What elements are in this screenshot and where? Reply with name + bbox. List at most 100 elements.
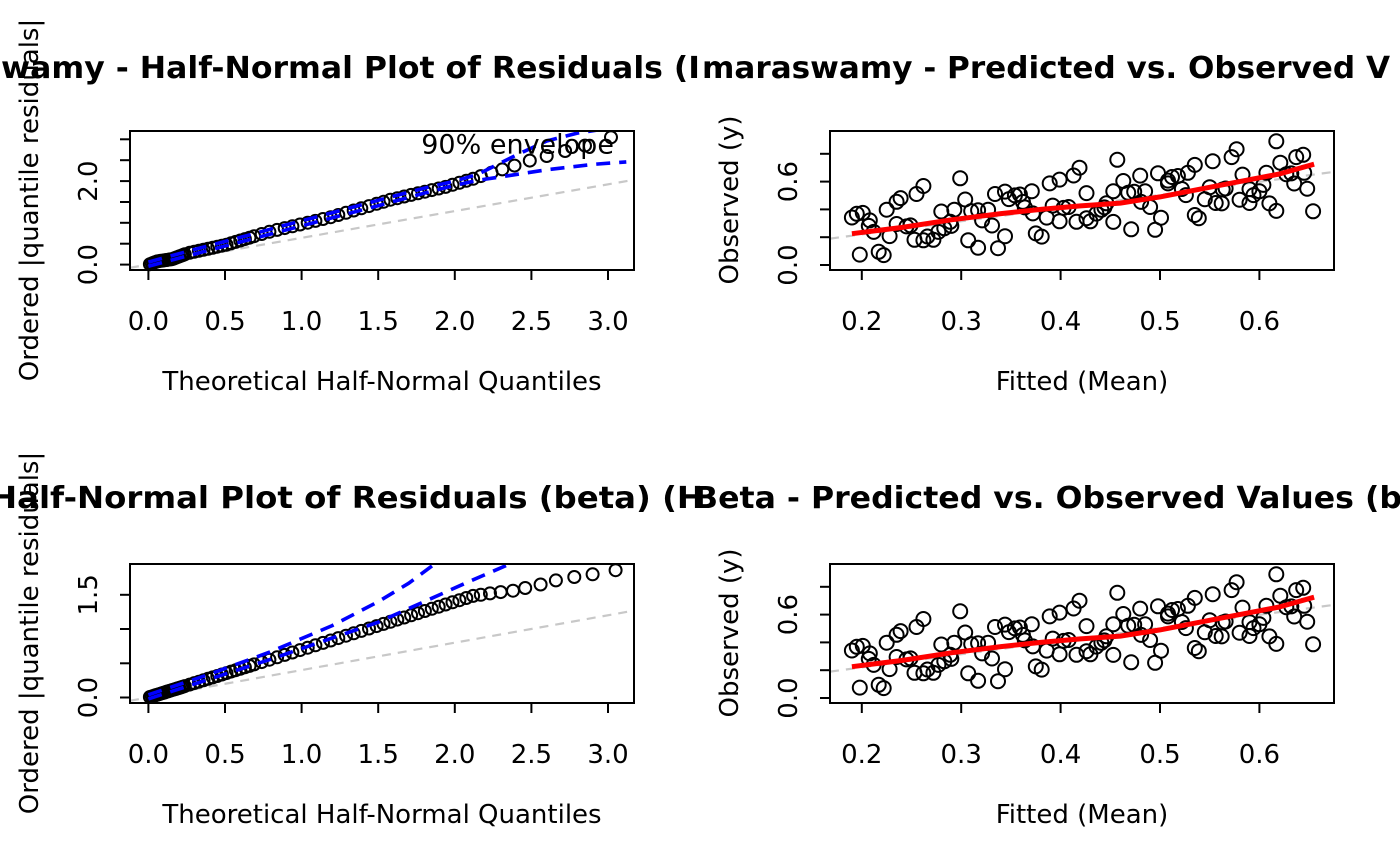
data-point xyxy=(1268,133,1285,150)
data-point xyxy=(870,676,887,693)
y-tick-label: 2.0 xyxy=(74,160,104,201)
data-point xyxy=(417,604,432,618)
data-point xyxy=(1023,616,1040,633)
data-point xyxy=(1186,207,1203,223)
data-point xyxy=(1190,643,1207,660)
data-point xyxy=(925,231,942,248)
data-point xyxy=(293,643,307,658)
data-point xyxy=(411,606,425,621)
y-axis-label: Ordered |quantile residuals| xyxy=(15,19,45,381)
y-axis-label: Ordered |quantile residuals| xyxy=(15,452,45,814)
data-point xyxy=(952,603,969,620)
plot-box xyxy=(829,563,1335,704)
y-tick-label: 0.6 xyxy=(774,161,804,202)
plot-title: Beta - Predicted vs. Observed Values (b xyxy=(700,481,1400,516)
data-point xyxy=(915,665,932,682)
plot-halfnormal-kumaraswamy: 0.0 0.5 1.0 1.5 2.0 2.5 3.00.02.090% envelope … xyxy=(1,19,700,397)
x-tick-label: 3.0 xyxy=(587,740,628,770)
x-tick-label: 0.4 xyxy=(1040,740,1081,770)
x-tick-label: 1.0 xyxy=(281,307,322,337)
data-point xyxy=(1078,185,1095,202)
trend-loess-line xyxy=(851,594,1315,670)
x-tick-label: 0.0 xyxy=(128,740,169,770)
data-point xyxy=(339,628,353,643)
data-point xyxy=(1123,654,1140,671)
envelope-upper-line xyxy=(147,131,604,264)
data-point xyxy=(1078,618,1095,635)
data-point xyxy=(1228,141,1245,158)
data-point xyxy=(495,162,510,177)
data-point xyxy=(1268,202,1285,219)
data-point xyxy=(459,591,474,605)
data-point xyxy=(1223,149,1240,166)
data-point xyxy=(984,650,1000,667)
data-point xyxy=(1078,643,1095,660)
data-point xyxy=(925,664,942,681)
data-point xyxy=(1041,608,1058,625)
plot-title: Half-Normal Plot of Residuals (beta) (H xyxy=(0,481,700,516)
data-point xyxy=(1190,210,1207,227)
plot-pred-vs-obs-beta: 0.2 0.3 0.4 0.5 0.6 0.0 0.6 Beta - Predicted v… xyxy=(700,481,1400,830)
x-tick-label: 2.0 xyxy=(434,307,475,337)
data-point xyxy=(1207,628,1224,644)
data-point xyxy=(1132,167,1149,184)
data-point xyxy=(1305,636,1322,653)
data-point xyxy=(851,679,868,696)
data-point xyxy=(915,611,932,627)
x-tick-label: 0.4 xyxy=(1040,307,1081,337)
x-tick-label: 0.5 xyxy=(1139,740,1180,770)
data-point xyxy=(1078,210,1095,227)
x-tick-label: 3.0 xyxy=(587,307,628,337)
data-point xyxy=(878,201,895,218)
data-point xyxy=(1288,582,1305,599)
plot-box xyxy=(129,130,635,271)
data-point xyxy=(438,179,453,194)
data-point xyxy=(1268,635,1285,652)
data-point xyxy=(1023,183,1040,200)
x-tick-label: 0.5 xyxy=(204,740,245,770)
data-point xyxy=(1109,151,1126,168)
plot-box xyxy=(129,563,635,704)
data-point xyxy=(506,583,520,598)
data-point xyxy=(1186,156,1203,173)
data-point xyxy=(473,587,488,602)
x-tick-label: 1.5 xyxy=(358,740,399,770)
envelope-lower-line xyxy=(147,564,514,701)
data-point xyxy=(483,586,497,601)
data-point xyxy=(1299,180,1316,197)
data-point xyxy=(1231,191,1248,208)
data-point xyxy=(854,204,871,221)
data-point xyxy=(539,149,554,163)
data-point xyxy=(1071,592,1088,609)
data-point xyxy=(1295,146,1312,163)
data-point xyxy=(1105,213,1122,230)
data-point xyxy=(892,190,909,207)
x-tick-label: 0.3 xyxy=(941,307,982,337)
x-tick-label: 0.2 xyxy=(841,307,882,337)
data-point xyxy=(997,661,1013,678)
data-point xyxy=(888,626,905,643)
data-point xyxy=(984,217,1000,234)
data-point xyxy=(888,193,905,210)
x-tick-label: 2.5 xyxy=(511,307,552,337)
envelope-upper-line xyxy=(147,564,438,697)
data-point xyxy=(1016,632,1033,649)
chart-marks: 0.2 0.3 0.4 0.5 0.6 0.0 0.6 xyxy=(774,563,1335,770)
data-point xyxy=(1153,209,1169,226)
data-point xyxy=(848,205,865,222)
data-point xyxy=(507,158,522,173)
data-point xyxy=(1105,183,1122,200)
data-point xyxy=(518,581,533,595)
y-tick-label: 0.6 xyxy=(774,594,804,635)
x-tick-label: 2.0 xyxy=(434,740,475,770)
data-point xyxy=(1231,624,1248,641)
data-point xyxy=(316,635,330,650)
data-point xyxy=(875,680,892,697)
data-point xyxy=(558,144,573,158)
data-point xyxy=(848,638,865,655)
data-point xyxy=(970,672,987,689)
data-point xyxy=(533,577,548,592)
data-point xyxy=(431,599,446,614)
data-point xyxy=(1051,213,1068,230)
data-point xyxy=(1295,579,1312,596)
